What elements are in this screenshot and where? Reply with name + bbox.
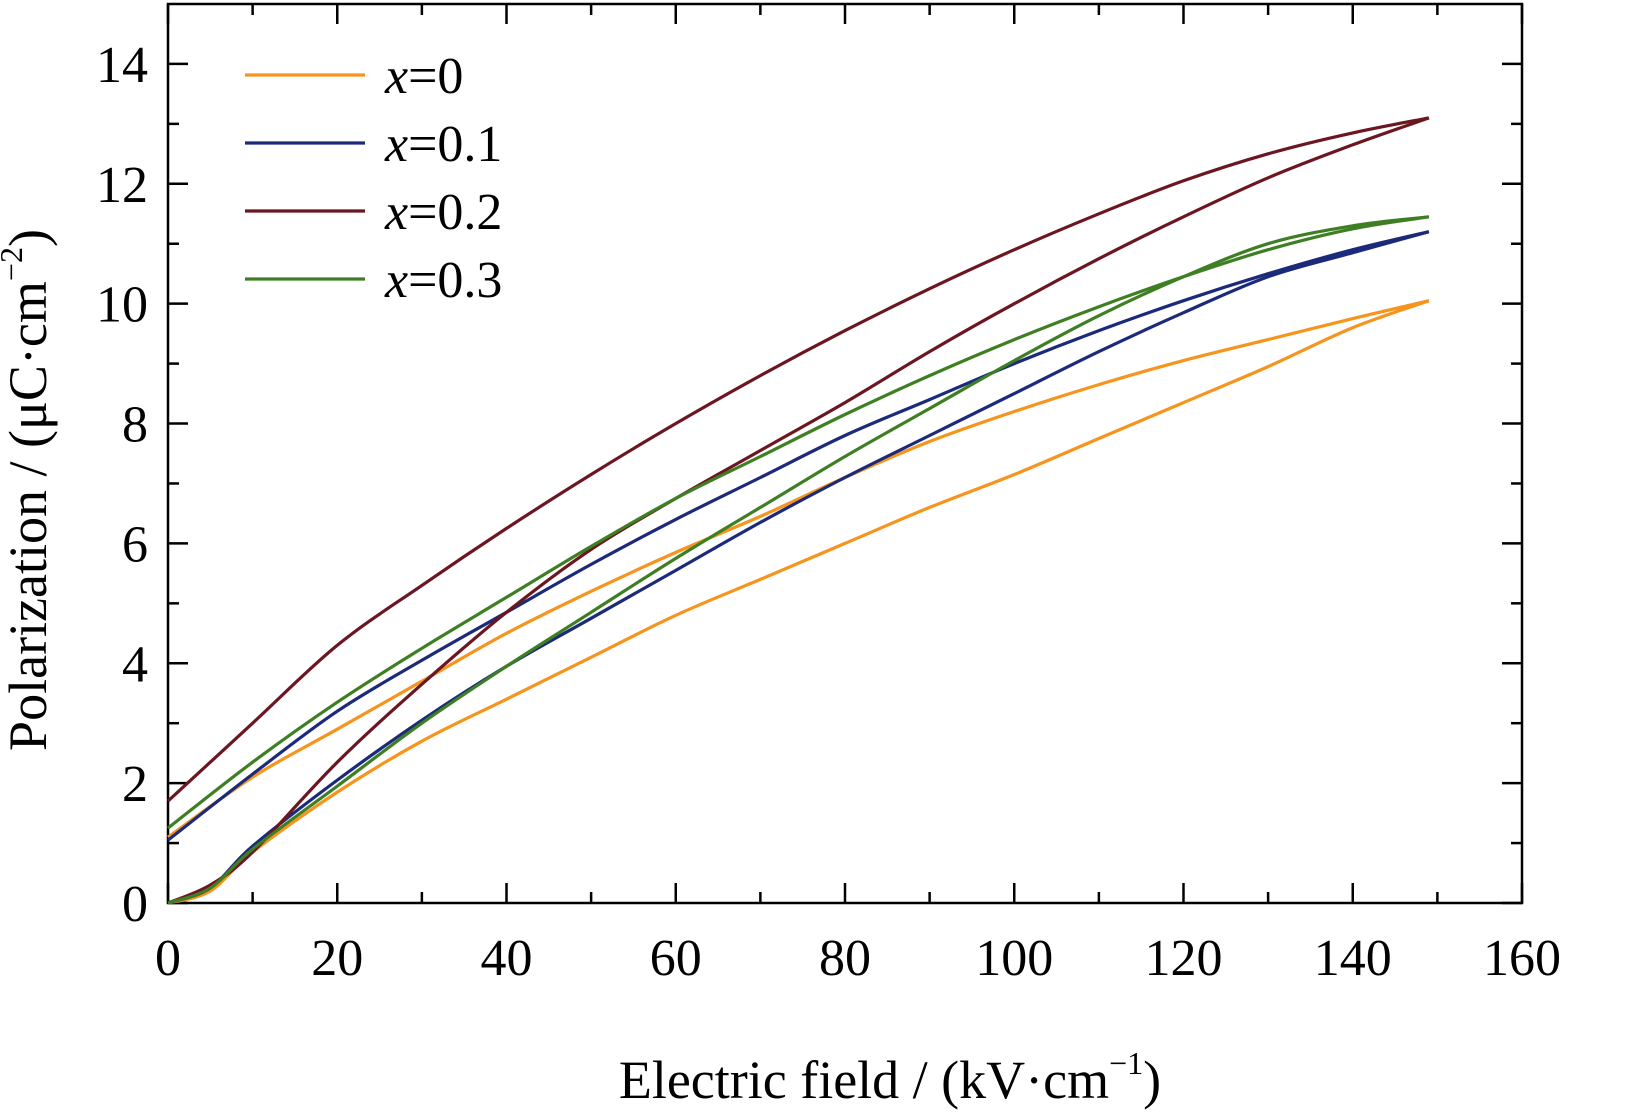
x-tick-label: 0	[155, 930, 181, 987]
y-tick-label: 6	[122, 516, 148, 573]
series-x-eq-0.3	[167, 215, 1430, 905]
y-axis-title: Polarization / (μC·cm−2)	[0, 229, 58, 751]
legend-label: x=0	[384, 48, 463, 105]
y-tick-label: 14	[96, 37, 148, 94]
plot-area	[166, 2, 1524, 905]
y-tick-label: 2	[122, 756, 148, 813]
x-tick-label: 40	[481, 930, 533, 987]
series-x-eq-0.1	[167, 230, 1430, 905]
series-rising-branch	[167, 299, 1430, 905]
y-tick-label: 0	[122, 876, 148, 933]
y-tick-label: 10	[96, 277, 148, 334]
x-tick-label: 80	[819, 930, 871, 987]
x-tick-label: 20	[311, 930, 363, 987]
x-tick-label: 160	[1483, 930, 1561, 987]
x-tick-label: 120	[1145, 930, 1223, 987]
x-axis: 0 20 40 60 80 100 120 140 160	[155, 4, 1561, 987]
x-tick-label: 140	[1314, 930, 1392, 987]
series-rising-branch	[167, 230, 1430, 905]
series-rising-branch	[167, 116, 1430, 905]
x-axis-title: Electric field / (kV·cm−1)	[619, 1045, 1161, 1110]
x-tick-label: 100	[975, 930, 1053, 987]
legend: x=0 x=0.1 x=0.2 x=0.3	[245, 48, 502, 309]
series-x-eq-0	[167, 299, 1430, 905]
x-tick-label: 60	[650, 930, 702, 987]
series-falling-branch	[166, 116, 1430, 803]
legend-label: x=0.1	[384, 116, 502, 173]
series-falling-branch	[167, 299, 1430, 839]
y-axis: 0 2 4 6 8 10 12 14	[96, 37, 1522, 933]
y-tick-label: 8	[122, 397, 148, 454]
series-falling-branch	[167, 230, 1430, 842]
series-falling-branch	[167, 215, 1430, 830]
series-x-eq-0.2	[166, 116, 1430, 905]
series-rising-branch	[167, 215, 1430, 905]
y-tick-label: 12	[96, 157, 148, 214]
y-tick-label: 4	[122, 636, 148, 693]
legend-label: x=0.2	[384, 184, 502, 241]
series-group	[166, 116, 1430, 905]
legend-label: x=0.3	[384, 252, 502, 309]
plot-frame	[166, 2, 1524, 905]
